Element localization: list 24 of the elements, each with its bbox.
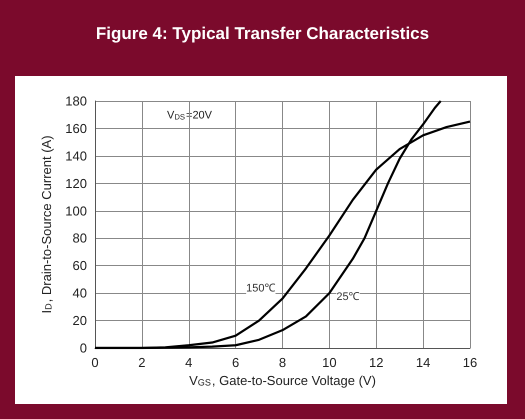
x-tick-label: 16 <box>462 355 478 370</box>
x-tick-label: 2 <box>138 355 146 370</box>
y-tick-label: 80 <box>72 230 87 246</box>
y-tick-label: 120 <box>65 176 87 191</box>
x-tick-label: 0 <box>91 355 99 370</box>
y-tick-label: 140 <box>65 148 87 164</box>
series-label: 25℃ <box>336 291 360 304</box>
y-axis-title: ID, Drain-to-Source Current (A) <box>39 135 54 314</box>
x-tick-label: 14 <box>416 355 430 370</box>
y-tick-label: 0 <box>80 340 87 356</box>
series-label: 150℃ <box>246 282 276 295</box>
chart-title: Figure 4: Typical Transfer Characteristics <box>94 24 430 44</box>
y-tick-label: 180 <box>65 94 87 108</box>
x-tick-label: 12 <box>369 355 384 370</box>
y-tick-label: 60 <box>72 258 87 274</box>
y-tick-label: 40 <box>72 286 87 301</box>
y-tick-label: 20 <box>72 313 87 328</box>
x-axis-title: VGS, Gate-to-Source Voltage (V) <box>189 372 376 388</box>
x-tick-label: 6 <box>232 355 240 370</box>
x-tick-label: 4 <box>185 355 192 370</box>
x-tick-label: 8 <box>278 355 286 370</box>
y-tick-label: 100 <box>65 203 87 218</box>
y-tick-label: 160 <box>65 120 87 136</box>
x-tick-label: 10 <box>322 355 337 370</box>
